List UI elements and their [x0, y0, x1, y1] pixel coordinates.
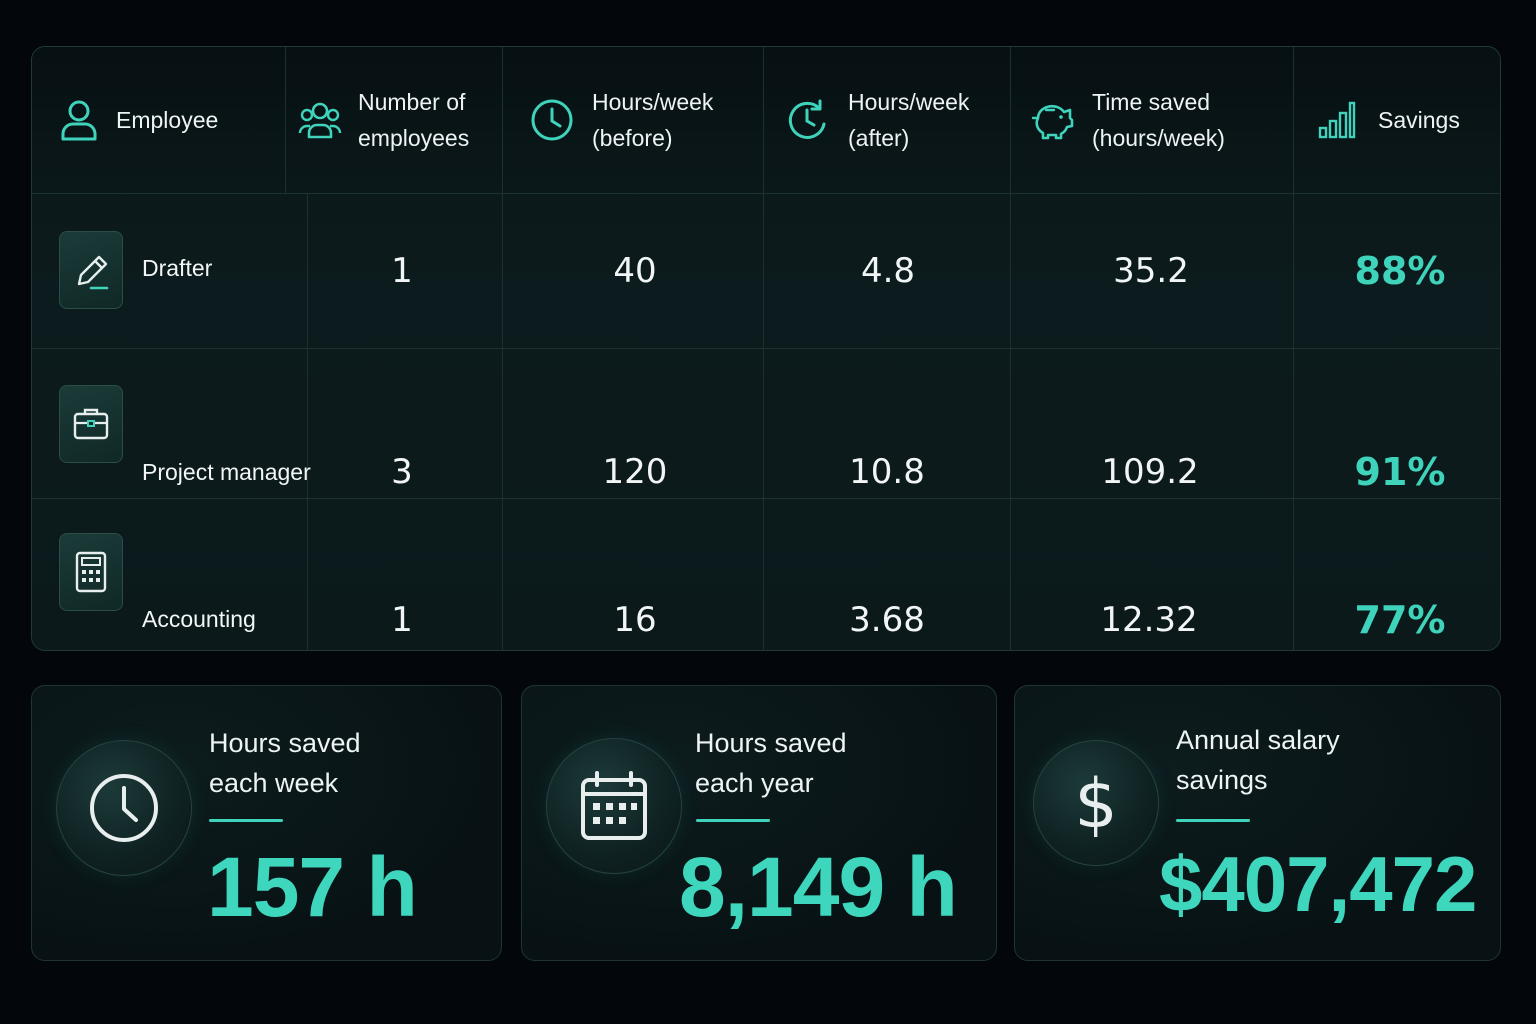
header-num-employees: Number of employees: [298, 47, 503, 193]
cell-before: 120: [602, 452, 668, 492]
clock-icon: [90, 774, 158, 842]
cell-saved: 35.2: [1113, 251, 1189, 291]
stat-card-salary: $ Annual salary savings $407,472: [1014, 685, 1501, 961]
accent-divider: [209, 819, 283, 822]
accent-divider: [1176, 819, 1250, 822]
stat-title: Annual salary savings: [1176, 725, 1340, 795]
accent-divider: [696, 819, 770, 822]
header-time-saved: Time saved (hours/week): [1030, 47, 1292, 193]
savings-table: Employee Number of employees Hours/week (b…: [31, 46, 1501, 651]
header-employee-label: Employee: [116, 107, 219, 133]
role-badge: [59, 385, 123, 463]
table-row-project-manager: Project manager 3 120 10.8 109.2 91%: [32, 348, 1500, 498]
header-before-line2: (before): [592, 125, 673, 151]
cell-before: 16: [613, 600, 657, 640]
role-badge: [59, 231, 123, 309]
cell-saved: 109.2: [1101, 452, 1199, 492]
briefcase-icon: [73, 408, 109, 440]
stat-title: Hours saved each year: [695, 728, 847, 798]
piggy-bank-icon: [1031, 104, 1074, 140]
cell-after: 4.8: [860, 251, 916, 291]
header-hours-after: Hours/week (after): [786, 47, 1006, 193]
role-label: Project manager: [142, 459, 311, 485]
cell-savings: 91%: [1354, 450, 1446, 494]
header-savings: Savings: [1318, 47, 1498, 193]
cell-savings: 88%: [1354, 249, 1446, 293]
cell-after: 10.8: [849, 452, 925, 492]
stat-icon-circle: [56, 740, 192, 876]
header-saved-line1: Time saved: [1092, 89, 1211, 115]
header-employee: Employee: [60, 47, 310, 193]
calendar-icon: [581, 771, 647, 840]
table-row-drafter: Drafter 1 40 4.8 35.2 88%: [32, 193, 1500, 348]
header-num-employees-line1: Number of: [358, 89, 466, 115]
header-before-line1: Hours/week: [592, 89, 714, 115]
stat-value: 8,149 h: [679, 840, 958, 934]
dollar-icon: $: [1074, 765, 1117, 843]
stat-icon-circle: [546, 738, 682, 874]
stat-icon-circle: $: [1033, 740, 1159, 866]
stat-value: $407,472: [1159, 840, 1477, 928]
stat-value: 157 h: [207, 840, 418, 934]
bar-chart-icon: [1318, 101, 1356, 139]
svg-text:$: $: [1074, 765, 1117, 843]
users-icon: [298, 102, 342, 139]
clock-icon: [531, 99, 573, 141]
header-hours-before: Hours/week (before): [530, 47, 760, 193]
cell-savings: 77%: [1354, 598, 1446, 642]
stat-card-yearly: Hours saved each year 8,149 h: [521, 685, 997, 961]
role-badge: [59, 533, 123, 611]
cell-count: 1: [391, 600, 413, 640]
header-savings-label: Savings: [1378, 107, 1460, 133]
table-row-accounting: Accounting 1 16 3.68 12.32 77%: [32, 498, 1500, 650]
cell-count: 1: [391, 251, 413, 291]
stat-title: Hours saved each week: [209, 728, 361, 798]
cell-after: 3.68: [849, 600, 925, 640]
cell-before: 40: [613, 251, 657, 291]
user-icon: [61, 100, 97, 141]
calculator-icon: [75, 551, 107, 593]
cell-saved: 12.32: [1100, 600, 1198, 640]
header-after-line2: (after): [848, 125, 910, 151]
stat-card-weekly: Hours saved each week 157 h: [31, 685, 502, 961]
header-saved-line2: (hours/week): [1092, 125, 1225, 151]
header-after-line1: Hours/week: [848, 89, 970, 115]
table-header: Employee Number of employees Hours/week (b…: [32, 47, 1500, 194]
role-label: Accounting: [142, 606, 256, 632]
cell-count: 3: [391, 452, 413, 492]
header-num-employees-line2: employees: [358, 125, 470, 151]
clock-refresh-icon: [788, 99, 826, 139]
pencil-icon: [77, 255, 109, 290]
role-label: Drafter: [142, 255, 213, 281]
